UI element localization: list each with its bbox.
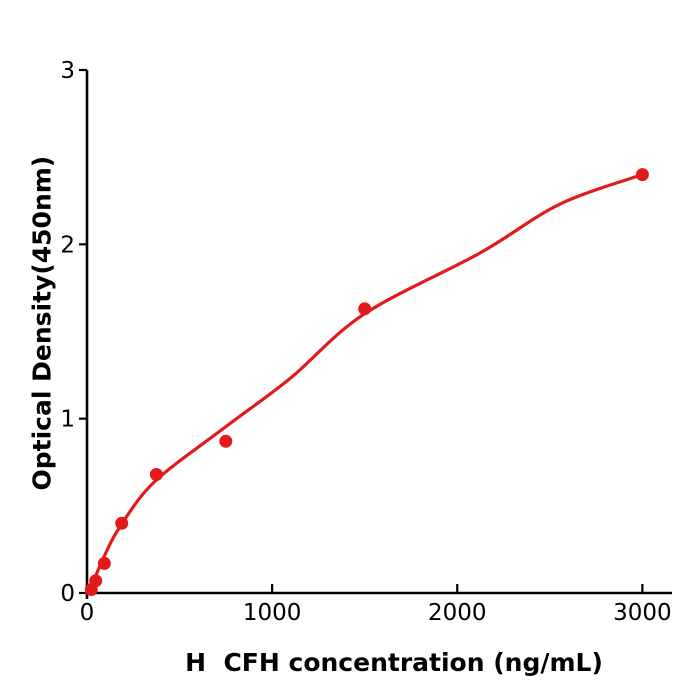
y-tick-label: 0 [60, 581, 75, 607]
y-tick-label: 2 [60, 232, 75, 258]
data-point [97, 556, 111, 570]
fitted-curve-line [85, 173, 644, 595]
data-point [149, 468, 163, 481]
y-axis-label: Optical Density(450nm) [27, 155, 57, 491]
data-point [358, 302, 372, 316]
x-tick-label: 0 [80, 600, 95, 626]
x-axis-label: H CFH concentration (ng/mL) [185, 648, 603, 677]
data-point [635, 168, 649, 182]
y-tick-label: 3 [60, 58, 75, 84]
x-tick-label: 2000 [428, 600, 487, 626]
x-tick-label: 3000 [613, 600, 672, 626]
data-point [219, 434, 233, 448]
data-point [115, 516, 129, 530]
data-point [89, 574, 103, 588]
y-tick-label: 1 [60, 407, 75, 433]
x-tick-label: 1000 [243, 600, 302, 626]
